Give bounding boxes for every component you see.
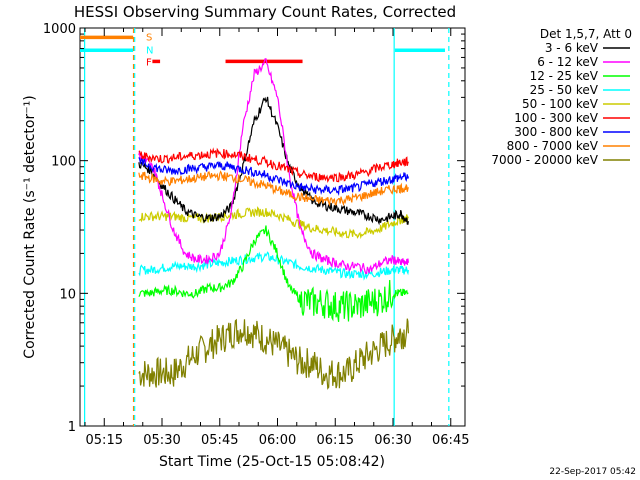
x-tick-label: 06:15 (317, 433, 354, 448)
series-line-300-800-kev (138, 157, 409, 197)
legend-label: 7000 - 20000 keV (491, 153, 598, 167)
footer-timestamp: 22-Sep-2017 05:42 (549, 467, 636, 477)
state-label-s: S (146, 33, 152, 44)
x-tick-label: 06:00 (259, 433, 296, 448)
legend-label: 12 - 25 keV (530, 69, 599, 83)
series-line-800-7000-kev (138, 170, 409, 207)
y-axis-label: Corrected Count Rate (s⁻¹ detector⁻¹) (22, 95, 38, 358)
y-tick-label: 1000 (43, 22, 76, 37)
legend-label: 100 - 300 keV (514, 111, 598, 125)
series-line-25-50-kev (138, 251, 409, 281)
series-line-3-6-kev (138, 96, 409, 226)
series-line-7000-20000-kev (138, 318, 409, 390)
series-line-50-100-kev (138, 206, 409, 240)
y-tick-label: 10 (59, 287, 76, 302)
state-label-f: F (146, 57, 152, 68)
chart-title: HESSI Observing Summary Count Rates, Cor… (74, 3, 456, 21)
plot-area (79, 27, 466, 427)
y-axis: 1 10 100 1000 (43, 22, 465, 435)
x-axis: 05:15 05:30 05:45 06:00 06:15 06:30 06:45 (84, 28, 469, 448)
legend-label: 25 - 50 keV (530, 83, 599, 97)
x-tick-label: 05:45 (201, 433, 238, 448)
legend-label: 800 - 7000 keV (507, 139, 599, 153)
series-line-100-300-kev (138, 147, 409, 184)
legend-label: 50 - 100 keV (522, 97, 599, 111)
series-line-6-12-kev (138, 58, 409, 275)
x-tick-label: 06:30 (374, 433, 411, 448)
x-tick-label: 05:30 (143, 433, 180, 448)
legend-label: 300 - 800 keV (514, 125, 598, 139)
x-tick-label: 06:45 (432, 433, 469, 448)
legend-label: 3 - 6 keV (545, 41, 599, 55)
series-layer (138, 58, 409, 390)
plot-frame (79, 27, 466, 427)
series-line-12-25-kev (138, 225, 409, 322)
y-tick-label: 100 (51, 155, 76, 170)
vertical-markers (84, 28, 450, 426)
x-tick-label: 05:15 (86, 433, 123, 448)
x-axis-label: Start Time (25-Oct-15 05:08:42) (159, 454, 385, 470)
state-label-n: N (146, 45, 153, 56)
legend-label: 6 - 12 keV (537, 55, 599, 69)
legend-header: Det 1,5,7, Att 0 (540, 27, 632, 41)
y-tick-label: 1 (68, 420, 76, 435)
